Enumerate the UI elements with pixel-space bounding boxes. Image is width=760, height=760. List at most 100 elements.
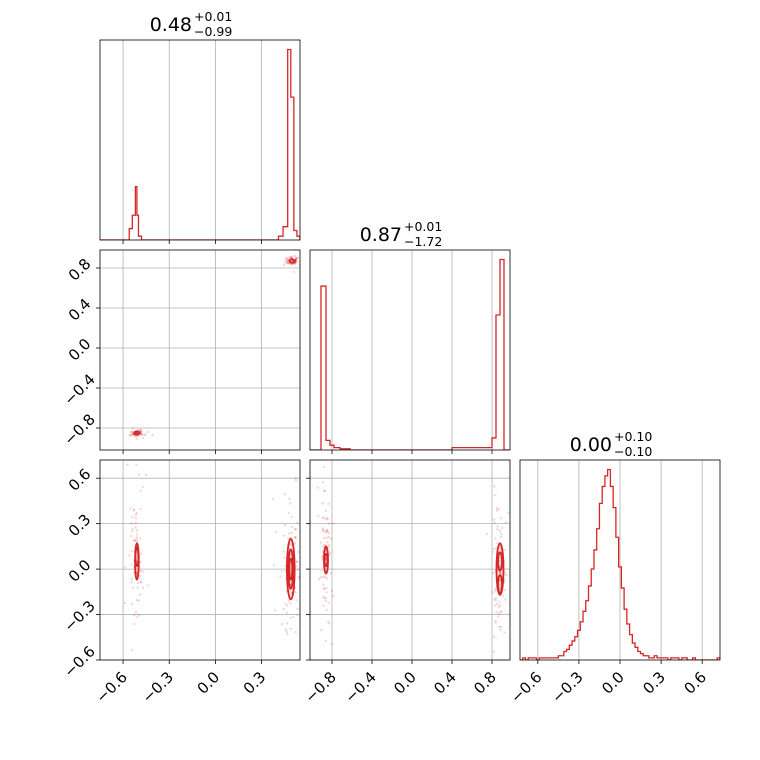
sample-point	[294, 536, 297, 539]
y-tick-label: 0.0	[65, 556, 95, 586]
sample-point	[499, 610, 502, 613]
sample-point	[126, 463, 129, 466]
sample-point	[322, 583, 325, 586]
sample-point	[294, 256, 297, 260]
sample-point	[494, 599, 497, 602]
sample-point	[288, 497, 291, 501]
sample-point	[136, 540, 139, 543]
sample-point	[294, 254, 297, 258]
x-tick-label: 0.0	[598, 668, 628, 698]
sample-point	[146, 584, 149, 587]
sample-point	[321, 557, 324, 560]
histogram-bin	[605, 476, 608, 660]
histogram-bin	[321, 286, 326, 450]
sample-point	[286, 259, 290, 263]
histogram-bin	[608, 470, 611, 660]
sample-point	[324, 518, 327, 521]
sample-point	[284, 259, 287, 262]
sample-point	[324, 558, 328, 561]
sample-point	[142, 433, 145, 436]
plot-area	[123, 463, 315, 697]
sample-point	[135, 529, 138, 532]
panel-title: 0.00 +0.10−0.10	[570, 429, 653, 459]
x-tick-label: 0.8	[470, 668, 500, 698]
sample-point	[283, 264, 286, 267]
sample-point	[130, 534, 133, 538]
title-upper-error: +0.10	[614, 429, 652, 444]
sample-point	[289, 256, 292, 259]
sample-point	[498, 605, 501, 608]
sample-point	[135, 511, 138, 515]
density-contour	[288, 557, 294, 581]
sample-point	[285, 611, 289, 614]
sample-point	[323, 543, 326, 546]
sample-point	[496, 542, 499, 545]
sample-point	[328, 551, 332, 554]
sample-point	[288, 262, 291, 265]
sample-point	[330, 589, 333, 592]
sample-point	[327, 543, 331, 547]
sample-point	[321, 502, 324, 505]
sample-point	[493, 635, 496, 638]
sample-point	[494, 537, 497, 540]
sample-point	[313, 584, 315, 586]
sample-point	[321, 516, 325, 519]
sample-point	[499, 586, 502, 589]
sample-point	[495, 602, 499, 606]
sample-point	[131, 528, 134, 531]
panel-title: 0.87 +0.01−1.72	[360, 219, 443, 249]
sample-point	[498, 529, 501, 532]
sample-point	[284, 628, 288, 631]
sample-point	[289, 602, 292, 605]
sample-point	[144, 433, 147, 437]
sample-point	[141, 570, 144, 573]
sample-point	[286, 622, 289, 625]
sample-point	[499, 535, 503, 538]
sample-point	[140, 433, 143, 436]
sample-point	[130, 695, 132, 697]
density-contour	[323, 553, 329, 567]
sample-point	[289, 554, 292, 557]
sample-point	[132, 539, 135, 542]
y-tick-label: −0.6	[60, 642, 98, 680]
sample-point	[289, 502, 292, 505]
sample-point	[321, 528, 324, 531]
sample-point	[497, 615, 500, 618]
sample-point	[324, 530, 327, 533]
sample-point	[492, 650, 496, 653]
sample-point	[272, 564, 275, 567]
sample-point	[139, 580, 142, 583]
sample-point	[323, 587, 326, 590]
sample-point	[130, 581, 133, 584]
sample-point	[134, 516, 137, 519]
sample-point	[280, 570, 283, 573]
sample-point	[294, 630, 297, 634]
sample-point	[496, 525, 499, 528]
sample-point	[324, 575, 327, 579]
sample-point	[324, 640, 327, 643]
y-tick-label: −0.3	[60, 597, 98, 635]
x-tick-label: −0.3	[139, 668, 177, 706]
sample-point	[322, 595, 325, 598]
sample-point	[500, 526, 504, 530]
plot-area	[128, 254, 300, 440]
sample-point	[322, 545, 325, 548]
sample-point	[324, 531, 328, 534]
x-tick-label: 0.4	[430, 668, 460, 698]
sample-point	[502, 595, 505, 598]
sample-point	[283, 556, 286, 560]
sample-point	[138, 428, 142, 431]
title-value: 0.00	[570, 434, 612, 456]
sample-point	[130, 430, 134, 433]
sample-point	[327, 536, 330, 539]
sample-point	[494, 620, 497, 623]
sample-point	[135, 463, 138, 466]
sample-point	[285, 260, 288, 263]
sample-point	[500, 611, 503, 614]
sample-point	[498, 625, 501, 629]
sample-point	[331, 642, 334, 645]
sample-point	[135, 536, 139, 539]
sample-point	[326, 529, 329, 532]
sample-point	[296, 607, 299, 610]
density-contour	[288, 258, 296, 264]
